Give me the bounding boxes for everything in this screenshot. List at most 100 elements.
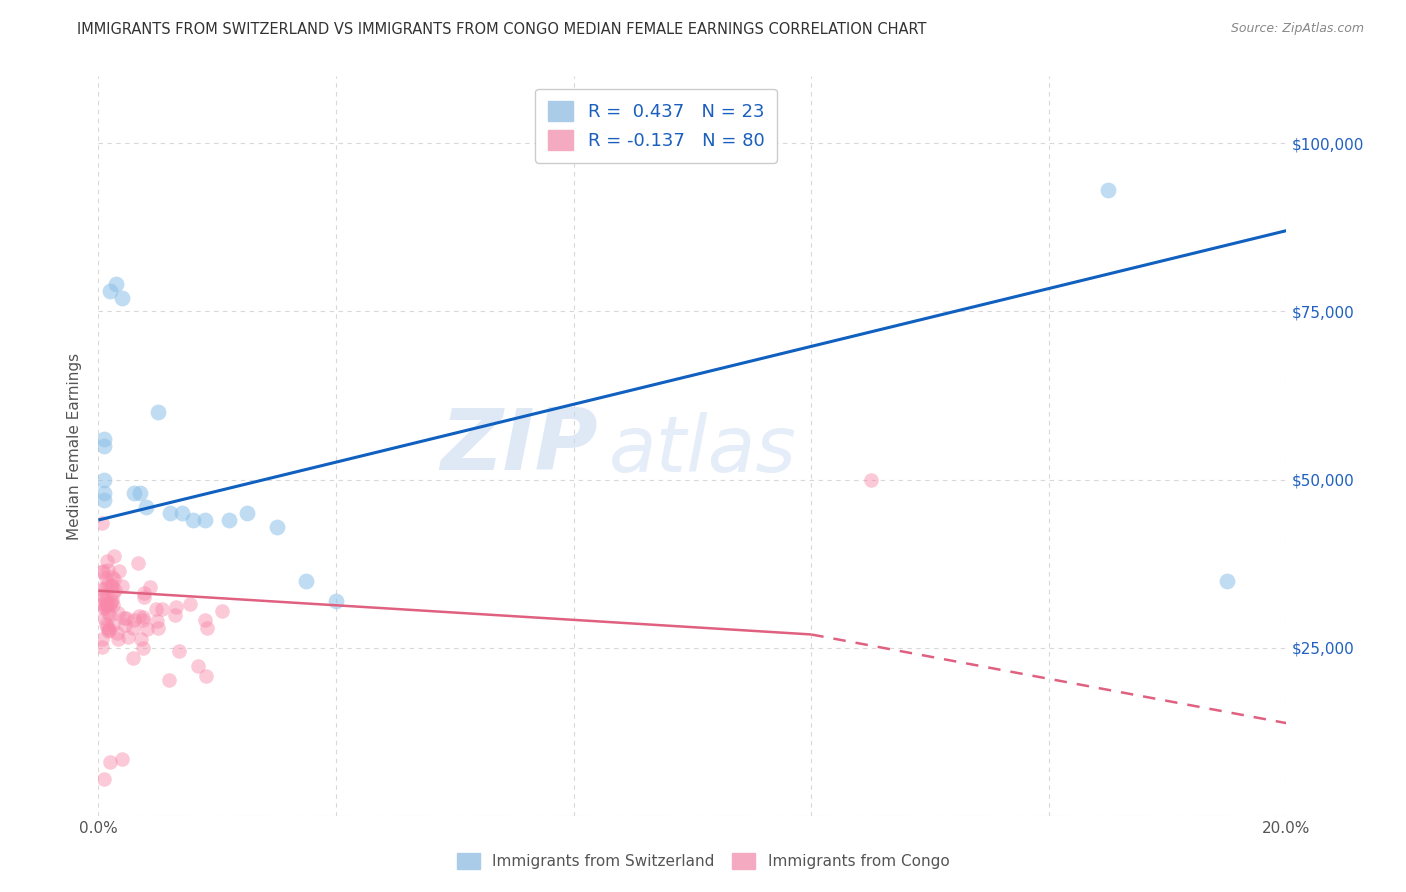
Immigrants from Congo: [93, 564, 115, 578]
Immigrants from Congo: [103, 549, 125, 563]
Immigrants from Congo: [101, 593, 124, 607]
Y-axis label: Median Female Earnings: Median Female Earnings: [67, 352, 83, 540]
Immigrants from Congo: [94, 598, 117, 612]
Immigrants from Switzerland: [194, 513, 217, 527]
Immigrants from Switzerland: [236, 506, 259, 520]
Immigrants from Congo: [117, 630, 139, 644]
Immigrants from Congo: [187, 659, 209, 673]
Immigrants from Congo: [134, 591, 156, 605]
Immigrants from Congo: [195, 669, 218, 683]
Immigrants from Congo: [114, 611, 136, 625]
Immigrants from Congo: [122, 613, 145, 627]
Immigrants from Congo: [97, 563, 120, 577]
Immigrants from Congo: [114, 618, 136, 632]
Immigrants from Congo: [165, 600, 187, 615]
Immigrants from Congo: [159, 673, 181, 687]
Immigrants from Switzerland: [93, 439, 115, 453]
Immigrants from Congo: [136, 622, 159, 636]
Immigrants from Congo: [93, 591, 115, 605]
Immigrants from Congo: [859, 473, 882, 487]
Immigrants from Congo: [97, 577, 120, 591]
Immigrants from Congo: [93, 611, 115, 625]
Immigrants from Congo: [96, 620, 118, 634]
Immigrants from Congo: [167, 643, 190, 657]
Immigrants from Congo: [91, 597, 114, 611]
Immigrants from Congo: [108, 565, 131, 579]
Immigrants from Congo: [134, 586, 156, 600]
Immigrants from Congo: [129, 632, 152, 647]
Immigrants from Switzerland: [93, 486, 115, 500]
Immigrants from Congo: [90, 516, 112, 530]
Immigrants from Congo: [194, 613, 217, 627]
Immigrants from Congo: [98, 622, 121, 636]
Text: Source: ZipAtlas.com: Source: ZipAtlas.com: [1230, 22, 1364, 36]
Immigrants from Switzerland: [111, 291, 134, 305]
Immigrants from Congo: [97, 624, 120, 638]
Immigrants from Congo: [105, 626, 128, 640]
Immigrants from Congo: [107, 607, 129, 621]
Immigrants from Congo: [111, 752, 134, 766]
Immigrants from Switzerland: [170, 506, 193, 520]
Immigrants from Switzerland: [218, 513, 240, 527]
Immigrants from Switzerland: [1216, 574, 1239, 588]
Immigrants from Congo: [139, 580, 162, 594]
Immigrants from Congo: [91, 582, 114, 597]
Immigrants from Congo: [101, 586, 124, 600]
Immigrants from Switzerland: [183, 513, 205, 527]
Immigrants from Congo: [98, 608, 121, 623]
Immigrants from Congo: [94, 591, 117, 606]
Immigrants from Switzerland: [1097, 183, 1119, 197]
Immigrants from Switzerland: [93, 473, 115, 487]
Immigrants from Congo: [131, 640, 153, 655]
Immigrants from Congo: [91, 632, 114, 646]
Immigrants from Switzerland: [93, 492, 115, 507]
Immigrants from Congo: [96, 599, 118, 613]
Immigrants from Switzerland: [266, 520, 288, 534]
Immigrants from Congo: [104, 582, 127, 597]
Immigrants from Congo: [145, 602, 167, 616]
Legend: Immigrants from Switzerland, Immigrants from Congo: Immigrants from Switzerland, Immigrants …: [450, 847, 956, 875]
Immigrants from Switzerland: [98, 284, 121, 298]
Immigrants from Congo: [132, 613, 155, 627]
Immigrants from Congo: [148, 621, 170, 635]
Immigrants from Congo: [128, 609, 150, 624]
Immigrants from Congo: [127, 557, 149, 571]
Immigrants from Congo: [132, 609, 155, 624]
Immigrants from Switzerland: [105, 277, 128, 292]
Immigrants from Switzerland: [146, 405, 169, 419]
Text: ZIP: ZIP: [440, 404, 598, 488]
Immigrants from Congo: [101, 598, 124, 612]
Immigrants from Congo: [122, 621, 145, 635]
Immigrants from Congo: [103, 572, 125, 586]
Immigrants from Congo: [98, 756, 121, 770]
Immigrants from Switzerland: [295, 574, 318, 588]
Text: IMMIGRANTS FROM SWITZERLAND VS IMMIGRANTS FROM CONGO MEDIAN FEMALE EARNINGS CORR: IMMIGRANTS FROM SWITZERLAND VS IMMIGRANT…: [77, 22, 927, 37]
Immigrants from Congo: [179, 597, 201, 611]
Immigrants from Congo: [98, 597, 121, 611]
Immigrants from Congo: [98, 624, 121, 638]
Immigrants from Congo: [94, 581, 117, 595]
Immigrants from Congo: [150, 602, 173, 616]
Text: atlas: atlas: [609, 412, 797, 488]
Immigrants from Congo: [93, 601, 115, 615]
Immigrants from Congo: [96, 554, 118, 568]
Immigrants from Congo: [107, 632, 129, 647]
Immigrants from Congo: [211, 604, 233, 618]
Immigrants from Congo: [101, 570, 124, 584]
Legend: R =  0.437   N = 23, R = -0.137   N = 80: R = 0.437 N = 23, R = -0.137 N = 80: [536, 88, 778, 162]
Immigrants from Switzerland: [159, 506, 181, 520]
Immigrants from Congo: [111, 579, 134, 593]
Immigrants from Switzerland: [325, 594, 347, 608]
Immigrants from Switzerland: [129, 486, 152, 500]
Immigrants from Congo: [91, 565, 114, 579]
Immigrants from Congo: [112, 611, 135, 625]
Immigrants from Congo: [91, 640, 114, 655]
Immigrants from Switzerland: [135, 500, 157, 514]
Immigrants from Congo: [122, 650, 145, 665]
Immigrants from Congo: [101, 618, 124, 632]
Immigrants from Congo: [100, 595, 122, 609]
Immigrants from Congo: [96, 596, 118, 610]
Immigrants from Congo: [91, 589, 114, 603]
Immigrants from Congo: [100, 578, 122, 592]
Immigrants from Switzerland: [122, 486, 145, 500]
